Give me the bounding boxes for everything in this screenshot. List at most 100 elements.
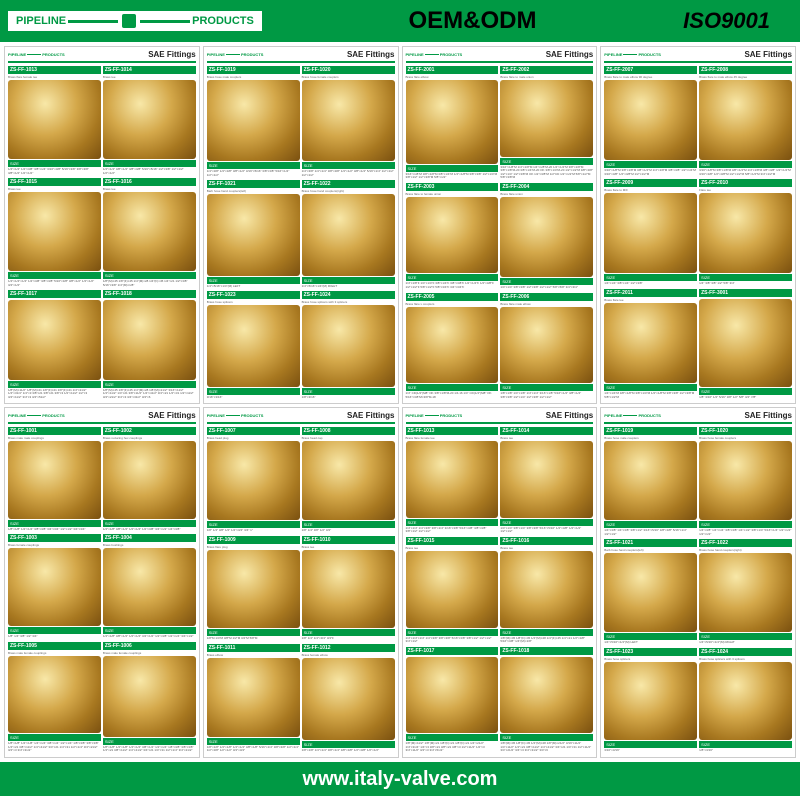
- panel-body: ZS-FF-1013Brass flare female teeSIZE1/4"…: [406, 427, 594, 754]
- panel-title: SAE Fittings: [347, 50, 395, 59]
- size-label: SIZE: [604, 161, 697, 168]
- product-image: [103, 192, 196, 271]
- product-item: ZS-FF-1017SIZE1/8"(M)×11/2" 1/8"(M)×21 1…: [8, 290, 101, 400]
- size-label: SIZE: [406, 629, 499, 636]
- product-image: [302, 550, 395, 629]
- sku-badge: ZS-FF-1017: [8, 290, 101, 298]
- size-label: SIZE: [207, 277, 300, 284]
- product-item: ZS-FF-1020Brass hose female couplersSIZE…: [699, 427, 792, 537]
- product-item: ZS-FF-2001Brass flare elbowSIZE3/16"×1/8…: [406, 66, 499, 181]
- product-image: [604, 193, 697, 273]
- product-item: ZS-FF-1009Brass flare plugSIZE1/8"M 1/4"…: [207, 536, 300, 642]
- catalog-grid: PIPELINEPRODUCTS SAE Fittings ZS-FF-1013Br…: [0, 42, 800, 762]
- footer-bar: www.italy-valve.com: [0, 762, 800, 796]
- size-label: SIZE: [302, 277, 395, 284]
- size-label: SIZE: [207, 388, 300, 395]
- product-image: [406, 441, 499, 518]
- catalog-panel: PIPELINEPRODUCTS SAE Fittings ZS-FF-1019Br…: [600, 407, 796, 758]
- product-item: ZS-FF-1010Brass teeSIZE1/8" 1/4" 1/4"×3/…: [302, 536, 395, 642]
- sku-badge: ZS-FF-1015: [8, 178, 101, 186]
- size-label: SIZE: [302, 629, 395, 636]
- sku-badge: ZS-FF-2004: [500, 183, 593, 191]
- product-item: ZS-FF-2005Brass flare L couplersSIZE1/4"…: [406, 293, 499, 401]
- product-item: ZS-FF-1014Brass teeSIZE1/4"×1/4" 3/8"×1/…: [500, 427, 593, 535]
- product-item: ZS-FF-2009Brass flare to M/FSIZE1/4"×1/4…: [604, 179, 697, 287]
- sku-badge: ZS-FF-1024: [302, 291, 395, 299]
- product-item: ZS-FF-1004Brass bushingsSIZE1/4"×1/8" 3/…: [103, 534, 196, 639]
- panel-logo: PIPELINEPRODUCTS: [207, 52, 264, 57]
- product-image: [604, 662, 697, 741]
- sku-badge: ZS-FF-1009: [207, 536, 300, 544]
- product-image: [8, 300, 101, 379]
- sku-badge: ZS-FF-1014: [103, 66, 196, 74]
- product-image: [406, 197, 499, 274]
- panel-body: ZS-FF-2001Brass flare elbowSIZE3/16"×1/8…: [406, 66, 594, 400]
- size-list: 1/4"×1/4"M 3/8"×1/8"M 3/8"×1/4"M 1/4"×1/…: [604, 391, 697, 400]
- size-label: SIZE: [103, 738, 196, 745]
- panel-header: PIPELINEPRODUCTSSAE Fittings: [406, 411, 594, 424]
- sku-badge: ZS-FF-2010: [699, 179, 792, 187]
- panel-body: ZS-FF-2007Brass flare to male elbow 90 d…: [604, 66, 792, 400]
- sku-badge: ZS-FF-1011: [207, 644, 300, 652]
- catalog-panel: PIPELINEPRODUCTSSAE Fittings ZS-FF-1013Br…: [402, 407, 598, 758]
- sku-badge: ZS-FF-1003: [8, 534, 101, 542]
- size-label: SIZE: [103, 520, 196, 527]
- panel-logo: PIPELINEPRODUCTS: [604, 413, 661, 418]
- size-list: 1/4"×3/8" 1/4"×1/4" 3/8"×3/8" 1/4"×1/2" …: [699, 528, 792, 537]
- size-label: SIZE: [8, 520, 101, 527]
- panel-body: ZS-FF-1019Brass hose male couplersSIZE1/…: [604, 427, 792, 754]
- size-list: 1/8"(M)×11/2" 1/8"(M)×21 1/8"(F)×21 1/8"…: [406, 741, 499, 754]
- size-label: SIZE: [302, 741, 395, 748]
- size-label: SIZE: [604, 384, 697, 391]
- product-desc: Brass flare union: [500, 191, 593, 197]
- panel-body: ZS-FF-1019Brass hose male couplersSIZE1/…: [207, 66, 395, 400]
- product-item: ZS-FF-1021Barb hose hand couplers(left)S…: [604, 539, 697, 645]
- size-label: SIZE: [207, 738, 300, 745]
- panel-header: PIPELINEPRODUCTS SAE Fittings: [207, 50, 395, 63]
- size-list: 1/8"×1/8" 1/4"×1/8" 1/4"×1/4" 3/16"×1/8"…: [500, 391, 593, 400]
- panel-header: PIPELINEPRODUCTS SAE Fittings: [8, 411, 196, 424]
- sku-badge: ZS-FF-1022: [699, 539, 792, 547]
- product-item: ZS-FF-1022Brass hose hand couplers(right…: [699, 539, 792, 645]
- catalog-panel: PIPELINEPRODUCTS SAE Fittings ZS-FF-1001Br…: [4, 407, 200, 758]
- product-image: [8, 192, 101, 271]
- sku-badge: ZS-FF-1016: [103, 178, 196, 186]
- size-label: SIZE: [103, 627, 196, 634]
- size-list: 3/16"×3/16": [604, 748, 697, 754]
- footer-url: www.italy-valve.com: [303, 768, 498, 791]
- size-list: 1/4"×1/8" 3/8"×1/4" 1/2"×1/4" 3/4"×1/2" …: [103, 634, 196, 640]
- panel-body: ZS-FF-1001Brass male male couplingsSIZE1…: [8, 427, 196, 754]
- size-label: SIZE: [604, 741, 697, 748]
- product-image: [8, 656, 101, 734]
- product-item: ZS-FF-1001Brass male male couplingsSIZE1…: [8, 427, 101, 532]
- sku-badge: ZS-FF-1008: [302, 427, 395, 435]
- product-item: ZS-FF-1005Brass male female couplingsSIZ…: [8, 642, 101, 754]
- panel-logo: PIPELINEPRODUCTS: [8, 413, 65, 418]
- size-list: 1/8"×1/8" 1/4"×1/8" 1/4"×1/4" 3/8"×1/4" …: [103, 745, 196, 754]
- size-list: 1/8"×1/8" 1/4"×1/4" 3/8"×3/8" 3/4"×3/4" …: [8, 527, 101, 533]
- panel-title: SAE Fittings: [148, 411, 196, 420]
- size-label: SIZE: [103, 381, 196, 388]
- panel-title: SAE Fittings: [744, 411, 792, 420]
- product-item: ZS-FF-1013Brass flare female teeSIZE1/4"…: [406, 427, 499, 535]
- product-item: ZS-FF-1016Brass teeSIZE1/8"(M)×45 1/8"(F…: [103, 178, 196, 288]
- size-list: 1/8"M 1/4"M 3/8"M 1/2"M 3/4"M 5/8"M: [207, 636, 300, 642]
- product-item: ZS-FF-1011Brass elbowSIZE1/8"×1/8" 1/4"×…: [207, 644, 300, 754]
- size-label: SIZE: [500, 384, 593, 391]
- product-image: [207, 441, 300, 520]
- product-item: ZS-FF-1020Brass hose female couplersSIZE…: [302, 66, 395, 178]
- size-list: 1/4"×5/16"×1/4"(M) RIGHT: [302, 284, 395, 290]
- size-label: SIZE: [699, 741, 792, 748]
- product-image: [8, 441, 101, 519]
- size-list: 1/4" 3/8" 3/8" 1/2" 5/8" 3/4": [699, 281, 792, 287]
- sku-badge: ZS-FF-1019: [604, 427, 697, 435]
- sku-badge: ZS-FF-2007: [604, 66, 697, 74]
- size-list: 1/8"(M)×45 1/8"(F)×45 1/4"(M)×28 1/8"(M)…: [103, 388, 196, 401]
- sku-badge: ZS-FF-2002: [500, 66, 593, 74]
- panel-title: SAE Fittings: [546, 50, 594, 59]
- product-image: [406, 307, 499, 384]
- size-label: SIZE: [699, 161, 792, 168]
- panel-title: SAE Fittings: [148, 50, 196, 59]
- product-desc: Brass flare to female union: [406, 191, 499, 197]
- sku-badge: ZS-FF-2001: [406, 66, 499, 74]
